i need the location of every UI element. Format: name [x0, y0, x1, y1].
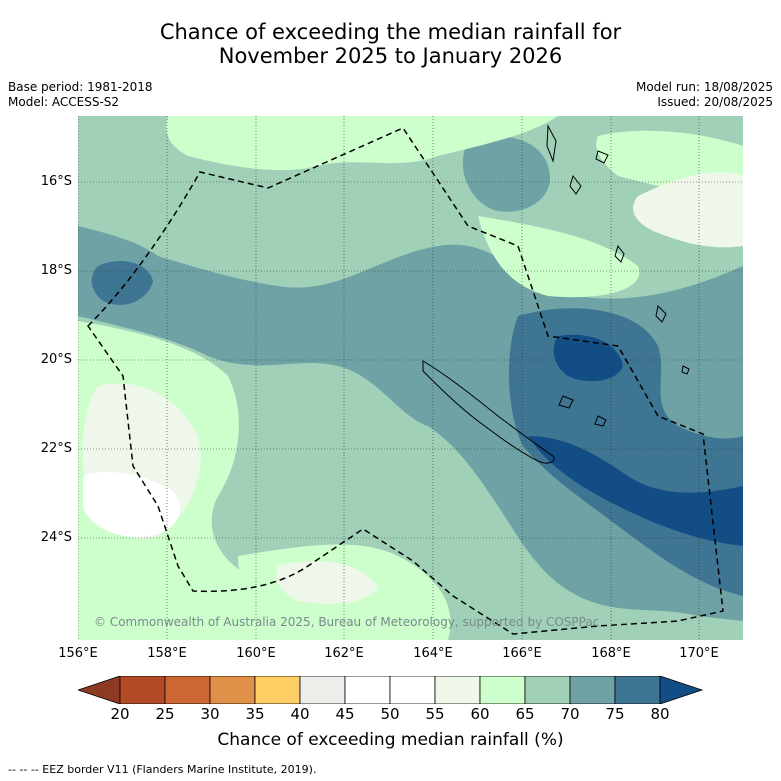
colorbar-tick-label: 65 [515, 705, 535, 723]
coastlines [422, 124, 690, 464]
colorbar-tick-label: 30 [200, 705, 220, 723]
lon-label-160e: 160°E [236, 646, 276, 661]
zone-60-65-top [166, 116, 558, 171]
zone-75-80-west [91, 261, 153, 305]
right-meta: Model run: 18/08/2025 Issued: 20/08/2025 [636, 80, 773, 110]
lon-label-158e: 158°E [147, 646, 187, 661]
colorbar-cell [299, 676, 346, 704]
colorbar-tick-label: 80 [650, 705, 670, 723]
colorbar-tick-label: 25 [155, 705, 175, 723]
vanuatu-islands [546, 124, 690, 375]
colorbar-cell [614, 676, 661, 704]
lat-label-22s: 22°S [40, 441, 72, 456]
colorbar-tick-label: 60 [470, 705, 490, 723]
lon-label-168e: 168°E [591, 646, 631, 661]
colorbar-arrow-high [659, 676, 704, 704]
colorbar [78, 676, 704, 704]
lon-label-170e: 170°E [679, 646, 719, 661]
title-line-1: Chance of exceeding the median rainfall … [159, 20, 622, 44]
zone-80-plus-a [553, 334, 623, 382]
map-title: Chance of exceeding the median rainfall … [0, 20, 781, 68]
colorbar-title: Chance of exceeding median rainfall (%) [217, 730, 564, 750]
eez-footnote: -- -- -- EEZ border V11 (Flanders Marine… [8, 763, 317, 776]
colorbar-cell [254, 676, 301, 704]
rainfall-map: © Commonwealth of Australia 2025, Bureau… [78, 116, 743, 640]
lat-label-18s: 18°S [40, 263, 72, 278]
lon-label-156e: 156°E [58, 646, 98, 661]
model-name: Model: ACCESS-S2 [8, 95, 120, 109]
lat-label-24s: 24°S [40, 530, 72, 545]
loyalty-islands [558, 395, 607, 427]
colorbar-tick-label: 70 [560, 705, 580, 723]
colorbar-cell [389, 676, 436, 704]
lon-label-164e: 164°E [413, 646, 453, 661]
colorbar-cell [434, 676, 481, 704]
zone-60-65-top-centre [478, 216, 640, 298]
base-period: Base period: 1981-2018 [8, 80, 153, 94]
lat-label-16s: 16°S [40, 174, 72, 189]
model-run: Model run: 18/08/2025 [635, 80, 773, 94]
new-caledonia-coast [422, 360, 555, 464]
zone-50-55-west [83, 471, 180, 537]
colorbar-tick-label: 35 [245, 705, 265, 723]
zone-55-60-east [633, 172, 743, 248]
zone-70-75-north-a [462, 136, 550, 212]
colorbar-tick-label: 40 [290, 705, 310, 723]
title-line-2: November 2025 to January 2026 [218, 44, 563, 68]
colorbar-cell [164, 676, 211, 704]
lat-label-20s: 20°S [40, 352, 72, 367]
colorbar-cell [569, 676, 616, 704]
eez-border [87, 127, 724, 635]
copyright: © Commonwealth of Australia 2025, Bureau… [94, 615, 599, 629]
zone-55-60-south [276, 561, 378, 604]
colorbar-cell [344, 676, 391, 704]
colorbar-cell [119, 676, 166, 704]
lon-label-162e: 162°E [324, 646, 364, 661]
colorbar-tick-label: 20 [110, 705, 130, 723]
zone-80-plus-b [528, 436, 743, 546]
issued-date: Issued: 20/08/2025 [657, 95, 773, 109]
colorbar-tick-label: 75 [605, 705, 625, 723]
colorbar-cell [524, 676, 571, 704]
colorbar-tick-label: 55 [425, 705, 445, 723]
colorbar-cell [479, 676, 526, 704]
left-meta: Base period: 1981-2018 Model: ACCESS-S2 [8, 80, 153, 110]
colorbar-cell [209, 676, 256, 704]
graticule [78, 116, 743, 640]
colorbar-tick-label: 45 [335, 705, 355, 723]
lon-label-166e: 166°E [502, 646, 542, 661]
colorbar-arrow-low [78, 676, 121, 704]
colorbar-tick-label: 50 [380, 705, 400, 723]
